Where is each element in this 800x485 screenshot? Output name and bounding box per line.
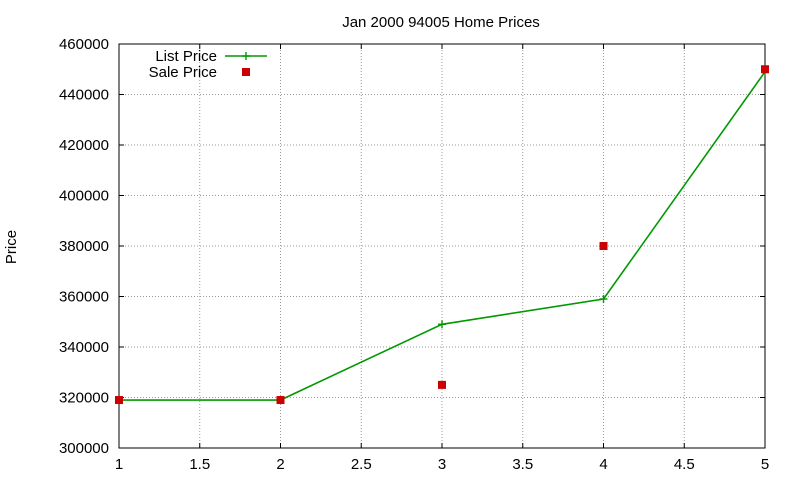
x-tick-label: 1.5 — [189, 456, 210, 473]
y-axis-label: Price — [3, 230, 20, 264]
list-price-point — [438, 320, 446, 329]
x-tick-label: 4 — [599, 456, 607, 473]
x-tick-label: 3.5 — [512, 456, 533, 473]
series-marks — [115, 65, 769, 405]
legend-label: List Price — [155, 48, 217, 65]
x-tick-label: 2 — [276, 456, 284, 473]
y-tick-label: 440000 — [59, 87, 109, 104]
sale-price-point — [115, 396, 123, 405]
x-tick-label: 2.5 — [351, 456, 372, 473]
sale-price-point — [276, 396, 285, 405]
x-tick-label: 1 — [115, 456, 123, 473]
y-tick-label: 300000 — [59, 440, 109, 457]
grid-lines — [119, 44, 765, 448]
y-tick-label: 360000 — [59, 289, 109, 306]
x-tick-label: 3 — [438, 456, 446, 473]
chart-title: Jan 2000 94005 Home Prices — [342, 14, 540, 31]
x-tick-label: 4.5 — [674, 456, 695, 473]
y-tick-label: 420000 — [59, 137, 109, 154]
y-tick-label: 400000 — [59, 188, 109, 205]
legend-label: Sale Price — [149, 64, 217, 81]
x-tick-label: 5 — [761, 456, 769, 473]
list-price-point — [599, 295, 608, 304]
y-tick-label: 460000 — [59, 36, 109, 53]
sale-price-point — [438, 380, 446, 389]
sale-price-point — [761, 65, 769, 74]
tick-labels: 1 1.5 2 2.5 3 3.5 4 4.5 5 300000 320000 340000 36000… — [59, 36, 769, 473]
plot-border — [118, 43, 766, 449]
sale-price-point — [599, 242, 608, 250]
plot-frame — [118, 43, 766, 449]
y-tick-label: 340000 — [59, 339, 109, 356]
y-tick-label: 380000 — [59, 238, 109, 255]
y-tick-label: 320000 — [59, 390, 109, 407]
legend-square-swatch — [242, 68, 250, 76]
